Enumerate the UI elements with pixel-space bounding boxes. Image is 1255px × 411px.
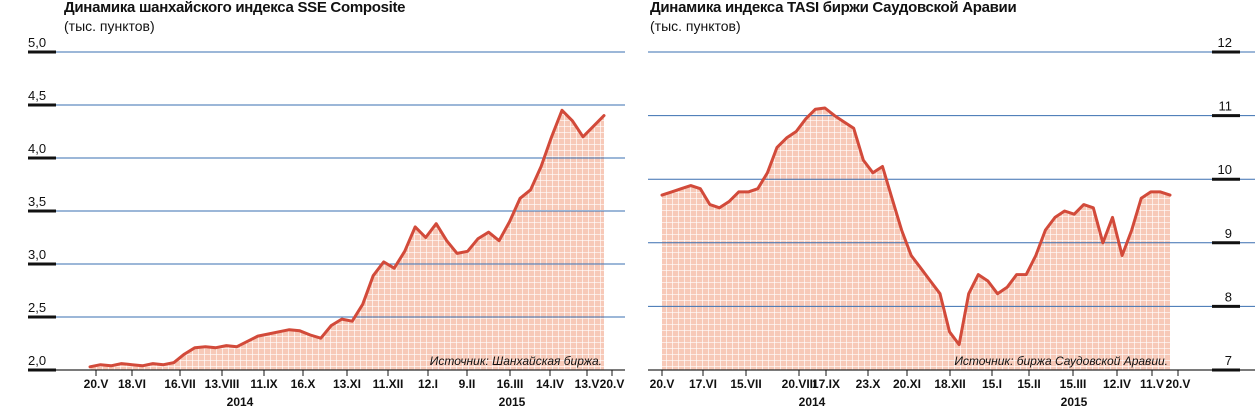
chart1-x-tick-label: 14.IV [536,377,564,391]
chart2-series-line [660,106,1172,347]
chart2-y-tick-label: 9 [1225,226,1232,241]
chart1-x-tick-label: 18.VI [118,377,146,391]
chart2-source-note: Источник: биржа Саудовской Аравии. [954,354,1168,368]
chart2-x-tick-label: 20.V [650,377,675,391]
chart2-title: Динамика индекса TASI биржи Саудовской А… [650,0,1017,16]
chart1-y-tick-label: 4,0 [28,141,46,156]
chart2-x-tick-label: 23.X [856,377,881,391]
chart1-title: Динамика шанхайского индекса SSE Composi… [64,0,406,16]
chart2-y-tick-label: 11 [1219,99,1233,114]
chart1-x-tick-label: 16.VII [164,377,195,391]
chart1-x-tick-label: 16.III [497,377,524,391]
chart1-subtitle: (тыс. пунктов) [64,18,155,34]
chart1-area [90,110,604,371]
chart2-x-tick-label: 17.VI [689,377,717,391]
chart2-y-tick-label: 8 [1225,289,1232,304]
chart1-x-tick-label: 16.X [291,377,316,391]
chart2-year-label: 2014 [799,395,826,409]
chart1-x-tick-label: 13.V [575,377,600,391]
chart2-x-tick-label: 17.IX [812,377,840,391]
chart2-x-tick-label: 15.VII [730,377,761,391]
chart1-y-tick-label: 2,5 [28,300,46,315]
chart2-x-tick-label: 11.V [1140,377,1164,391]
chart2-subtitle: (тыс. пунктов) [650,18,741,34]
chart1-x-tick-label: 9.II [459,377,476,391]
chart2-x-tick-label: 15.II [1017,377,1040,391]
chart1-y-tick-label: 3,0 [28,247,46,262]
chart1-y-tick-label: 4,5 [28,88,46,103]
chart1-x-tick-label: 11.XII [373,377,404,391]
chart2-area [662,108,1170,370]
chart2-y-tick-label: 12 [1218,35,1232,50]
chart1-x-tick-label: 13.XI [333,377,361,391]
chart2-x-tick-label: 20.XI [893,377,921,391]
chart2-x-tick-label: 15.III [1060,377,1087,391]
chart1-y-tick-label: 2,0 [28,353,46,368]
chart1-series-line [88,108,606,369]
chart2-y-tick-label: 10 [1218,162,1232,177]
chart1-x-tick-label: 12.I [418,377,438,391]
chart1-y-tick-label: 5,0 [28,35,46,50]
chart2-x-tick-label: 20.V [1166,377,1191,391]
chart1-x-tick-label: 20.V [84,377,109,391]
chart2-x-tick-label: 20.VIII [782,377,817,391]
chart2-x-tick-label: 12.IV [1103,377,1131,391]
chart2-year-label: 2015 [1061,395,1088,409]
chart1-year-label: 2015 [499,395,526,409]
chart1-x-tick-label: 13.VIII [205,377,240,391]
chart1-x-tick-label: 20.V [600,377,625,391]
chart1-year-label: 2014 [227,395,254,409]
chart1-x-tick-label: 11.IX [250,377,277,391]
chart1-source-note: Источник: Шанхайская биржа. [430,354,602,368]
chart2-y-tick-label: 7 [1225,353,1232,368]
chart2-x-tick-label: 15.I [982,377,1002,391]
chart1-y-tick-label: 3,5 [28,194,46,209]
chart2-x-tick-label: 18.XII [934,377,965,391]
